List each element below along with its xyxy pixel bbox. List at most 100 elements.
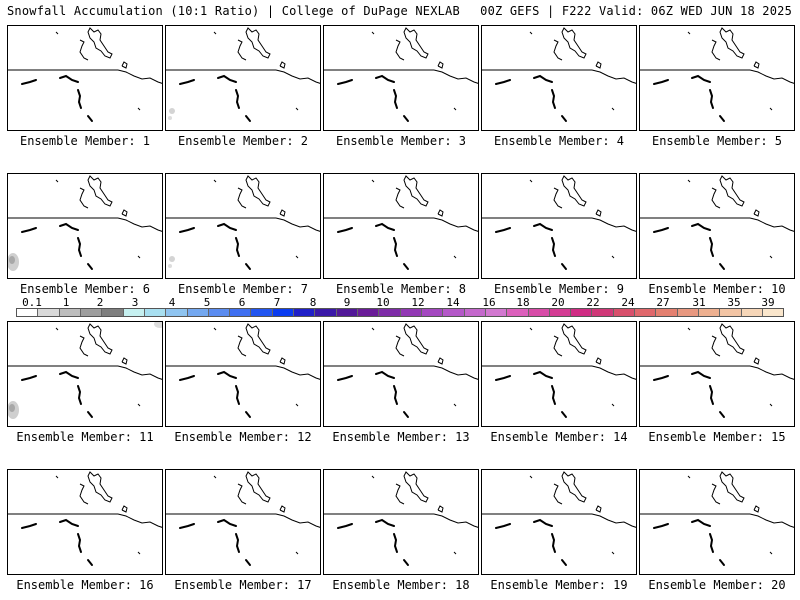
colorbar-swatch — [102, 309, 124, 316]
colorbar-swatch — [635, 309, 657, 316]
snowfall-colorbar — [16, 308, 784, 317]
ensemble-member-map — [481, 469, 637, 575]
colorbar-tick-label: 5 — [203, 296, 211, 309]
colorbar-tick-label: 0.1 — [22, 296, 42, 309]
colorbar-swatch — [294, 309, 316, 316]
ensemble-member-map — [639, 469, 795, 575]
ensemble-member-label: Ensemble Member: 16 — [16, 578, 154, 592]
colorbar-swatch — [762, 309, 784, 316]
colorbar-swatch — [443, 309, 465, 316]
ensemble-member-map — [323, 25, 479, 131]
colorbar-swatch — [358, 309, 380, 316]
colorbar-tick-label: 27 — [656, 296, 670, 309]
ensemble-member-map — [165, 469, 321, 575]
ensemble-member-map — [639, 321, 795, 427]
colorbar-swatch — [272, 309, 295, 316]
colorbar-swatch — [17, 309, 39, 316]
colorbar-swatch — [528, 309, 550, 316]
ensemble-member-label: Ensemble Member: 17 — [174, 578, 312, 592]
ensemble-member-label: Ensemble Member: 18 — [332, 578, 470, 592]
colorbar-swatch — [379, 309, 401, 316]
colorbar-swatch — [741, 309, 763, 316]
colorbar-swatch — [656, 309, 678, 316]
ensemble-member-map — [165, 321, 321, 427]
colorbar-tick-label: 6 — [238, 296, 246, 309]
colorbar-tick-label: 1 — [62, 296, 70, 309]
colorbar-tick-label: 12 — [411, 296, 425, 309]
ensemble-member-map — [481, 321, 637, 427]
ensemble-member-label: Ensemble Member: 6 — [19, 282, 151, 296]
ensemble-member-map — [7, 173, 163, 279]
colorbar-swatch — [485, 309, 508, 316]
ensemble-member-label: Ensemble Member: 3 — [335, 134, 467, 148]
ensemble-member-label: Ensemble Member: 11 — [16, 430, 154, 444]
ensemble-member-map — [323, 173, 479, 279]
colorbar-swatch — [336, 309, 358, 316]
ensemble-member-label: Ensemble Member: 12 — [174, 430, 312, 444]
colorbar-swatch — [507, 309, 529, 316]
ensemble-member-map — [7, 321, 163, 427]
colorbar-swatch — [315, 309, 337, 316]
colorbar-tick-label: 8 — [309, 296, 317, 309]
colorbar-tick-label: 4 — [168, 296, 176, 309]
colorbar-tick-label: 16 — [482, 296, 496, 309]
ensemble-member-label: Ensemble Member: 9 — [493, 282, 625, 296]
colorbar-tick-label: 24 — [621, 296, 635, 309]
colorbar-swatch — [677, 309, 699, 316]
ensemble-member-label: Ensemble Member: 10 — [648, 282, 786, 296]
ensemble-member-map — [481, 25, 637, 131]
ensemble-member-label: Ensemble Member: 4 — [493, 134, 625, 148]
ensemble-member-label: Ensemble Member: 14 — [490, 430, 628, 444]
ensemble-member-map — [323, 321, 479, 427]
ensemble-member-map — [639, 25, 795, 131]
ensemble-member-label: Ensemble Member: 2 — [177, 134, 309, 148]
colorbar-swatch — [400, 309, 422, 316]
colorbar-swatch — [80, 309, 103, 316]
colorbar-swatch — [720, 309, 742, 316]
ensemble-member-map — [7, 25, 163, 131]
colorbar-tick-label: 18 — [516, 296, 530, 309]
colorbar-swatch — [144, 309, 167, 316]
ensemble-member-label: Ensemble Member: 5 — [651, 134, 783, 148]
colorbar-tick-label: 14 — [446, 296, 460, 309]
ensemble-member-label: Ensemble Member: 15 — [648, 430, 786, 444]
colorbar-swatch — [38, 309, 60, 316]
colorbar-labels: 0.1 1 2 3 4 5 6 7 8 9 10 12 14 16 18 20 22 24 27 31 35 39 — [0, 297, 800, 308]
colorbar-swatch — [166, 309, 188, 316]
ensemble-member-label: Ensemble Member: 8 — [335, 282, 467, 296]
colorbar-tick-label: 35 — [727, 296, 741, 309]
colorbar-swatch — [251, 309, 273, 316]
ensemble-member-label: Ensemble Member: 1 — [19, 134, 151, 148]
colorbar-swatch — [208, 309, 231, 316]
colorbar-tick-label: 7 — [273, 296, 281, 309]
model-run-info: 00Z GEFS | F222 Valid: 06Z WED JUN 18 20… — [480, 4, 792, 18]
ensemble-member-label: Ensemble Member: 7 — [177, 282, 309, 296]
colorbar-tick-label: 22 — [586, 296, 600, 309]
colorbar-swatch — [592, 309, 614, 316]
colorbar-swatch — [421, 309, 444, 316]
colorbar-swatch — [59, 309, 81, 316]
colorbar-tick-label: 9 — [343, 296, 351, 309]
colorbar-swatch — [571, 309, 593, 316]
colorbar-swatch — [613, 309, 636, 316]
ensemble-member-map — [481, 173, 637, 279]
colorbar-tick-label: 10 — [376, 296, 390, 309]
ensemble-member-label: Ensemble Member: 19 — [490, 578, 628, 592]
colorbar-tick-label: 39 — [761, 296, 775, 309]
ensemble-member-map — [323, 469, 479, 575]
ensemble-member-map — [165, 25, 321, 131]
colorbar-swatch — [464, 309, 486, 316]
ensemble-member-map — [165, 173, 321, 279]
ensemble-member-label: Ensemble Member: 13 — [332, 430, 470, 444]
colorbar-swatch — [230, 309, 252, 316]
colorbar-swatch — [187, 309, 209, 316]
colorbar-tick-label: 3 — [131, 296, 139, 309]
colorbar-tick-label: 2 — [96, 296, 104, 309]
ensemble-member-map — [7, 469, 163, 575]
map-title: Snowfall Accumulation (10:1 Ratio) | Col… — [7, 4, 460, 18]
colorbar-swatch — [549, 309, 572, 316]
colorbar-swatch — [699, 309, 721, 316]
colorbar-tick-label: 31 — [692, 296, 706, 309]
colorbar-tick-label: 20 — [551, 296, 565, 309]
